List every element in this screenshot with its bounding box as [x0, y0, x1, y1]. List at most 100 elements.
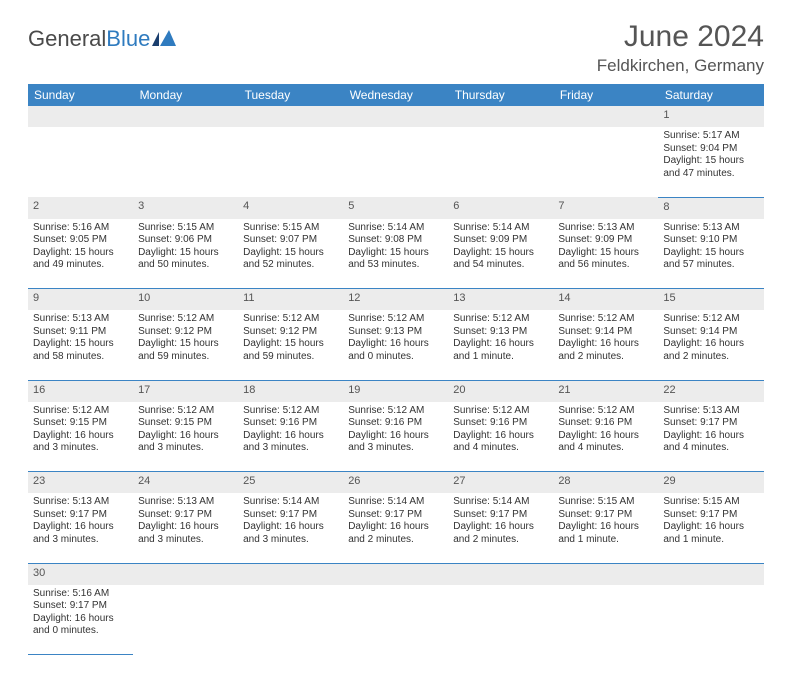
- cell-line: Daylight: 15 hours: [453, 247, 548, 260]
- day-cell: Sunrise: 5:13 AMSunset: 9:09 PMDaylight:…: [553, 219, 658, 289]
- day-cell: Sunrise: 5:12 AMSunset: 9:14 PMDaylight:…: [658, 310, 763, 380]
- cell-line: Sunset: 9:04 PM: [663, 143, 758, 156]
- day-cell: Sunrise: 5:16 AMSunset: 9:05 PMDaylight:…: [28, 219, 133, 289]
- calendar-page: GeneralBlue June 2024 Feldkirchen, Germa…: [0, 0, 792, 675]
- cell-line: and 59 minutes.: [138, 351, 233, 364]
- cell-line: Daylight: 15 hours: [663, 155, 758, 168]
- day-number: 11: [238, 289, 343, 311]
- day-number: [448, 106, 553, 127]
- cell-line: Daylight: 16 hours: [243, 521, 338, 534]
- day-number: 19: [343, 380, 448, 402]
- cell-line: and 52 minutes.: [243, 259, 338, 272]
- cell-line: and 57 minutes.: [663, 259, 758, 272]
- cell-line: Daylight: 16 hours: [348, 338, 443, 351]
- day-cell: Sunrise: 5:12 AMSunset: 9:12 PMDaylight:…: [238, 310, 343, 380]
- cell-line: Daylight: 16 hours: [348, 521, 443, 534]
- cell-line: Sunrise: 5:12 AM: [348, 313, 443, 326]
- day-number: 21: [553, 380, 658, 402]
- cell-line: Sunrise: 5:15 AM: [138, 222, 233, 235]
- day-header: Friday: [553, 84, 658, 106]
- cell-line: Sunset: 9:15 PM: [33, 417, 128, 430]
- day-cell: Sunrise: 5:12 AMSunset: 9:16 PMDaylight:…: [448, 402, 553, 472]
- cell-line: Sunset: 9:16 PM: [558, 417, 653, 430]
- cell-line: Daylight: 16 hours: [663, 338, 758, 351]
- cell-line: and 54 minutes.: [453, 259, 548, 272]
- cell-line: Sunset: 9:17 PM: [453, 509, 548, 522]
- day-number: 14: [553, 289, 658, 311]
- day-cell: Sunrise: 5:16 AMSunset: 9:17 PMDaylight:…: [28, 585, 133, 655]
- cell-line: and 2 minutes.: [348, 534, 443, 547]
- cell-line: Sunset: 9:16 PM: [453, 417, 548, 430]
- cell-line: Sunset: 9:05 PM: [33, 234, 128, 247]
- cell-line: Daylight: 16 hours: [138, 430, 233, 443]
- cell-line: Sunset: 9:09 PM: [453, 234, 548, 247]
- cell-line: Sunset: 9:17 PM: [558, 509, 653, 522]
- day-number: 23: [28, 472, 133, 494]
- daynum-row: 1: [28, 106, 764, 127]
- day-cell: [553, 585, 658, 655]
- cell-line: Sunrise: 5:12 AM: [558, 313, 653, 326]
- cell-line: Daylight: 16 hours: [558, 338, 653, 351]
- day-cell: [448, 585, 553, 655]
- cell-line: Sunrise: 5:16 AM: [33, 222, 128, 235]
- cell-line: and 2 minutes.: [453, 534, 548, 547]
- cell-line: and 3 minutes.: [33, 534, 128, 547]
- cell-line: Daylight: 16 hours: [558, 521, 653, 534]
- day-number: 24: [133, 472, 238, 494]
- day-cell: Sunrise: 5:12 AMSunset: 9:16 PMDaylight:…: [553, 402, 658, 472]
- day-number: 15: [658, 289, 763, 311]
- day-header: Saturday: [658, 84, 763, 106]
- week-row: Sunrise: 5:16 AMSunset: 9:17 PMDaylight:…: [28, 585, 764, 655]
- cell-line: and 49 minutes.: [33, 259, 128, 272]
- brand-part1: General: [28, 26, 106, 52]
- day-number: [343, 106, 448, 127]
- cell-line: Daylight: 15 hours: [348, 247, 443, 260]
- day-cell: Sunrise: 5:12 AMSunset: 9:15 PMDaylight:…: [133, 402, 238, 472]
- day-cell: Sunrise: 5:14 AMSunset: 9:17 PMDaylight:…: [238, 493, 343, 563]
- cell-line: Sunrise: 5:13 AM: [33, 313, 128, 326]
- cell-line: Daylight: 15 hours: [33, 338, 128, 351]
- day-number: [238, 106, 343, 127]
- day-cell: Sunrise: 5:17 AMSunset: 9:04 PMDaylight:…: [658, 127, 763, 197]
- day-header: Monday: [133, 84, 238, 106]
- cell-line: Sunrise: 5:13 AM: [138, 496, 233, 509]
- day-cell: Sunrise: 5:14 AMSunset: 9:09 PMDaylight:…: [448, 219, 553, 289]
- day-cell: [553, 127, 658, 197]
- day-number: 27: [448, 472, 553, 494]
- week-row: Sunrise: 5:13 AMSunset: 9:11 PMDaylight:…: [28, 310, 764, 380]
- day-cell: Sunrise: 5:13 AMSunset: 9:10 PMDaylight:…: [658, 219, 763, 289]
- day-number: 16: [28, 380, 133, 402]
- day-cell: [343, 585, 448, 655]
- day-cell: [133, 127, 238, 197]
- cell-line: Daylight: 16 hours: [33, 430, 128, 443]
- cell-line: Daylight: 16 hours: [243, 430, 338, 443]
- cell-line: Sunset: 9:10 PM: [663, 234, 758, 247]
- daynum-row: 16171819202122: [28, 380, 764, 402]
- day-number: 8: [658, 197, 763, 219]
- cell-line: and 1 minute.: [558, 534, 653, 547]
- cell-line: Sunset: 9:13 PM: [348, 326, 443, 339]
- calendar-body: 1Sunrise: 5:17 AMSunset: 9:04 PMDaylight…: [28, 106, 764, 655]
- week-row: Sunrise: 5:16 AMSunset: 9:05 PM Daylight:…: [28, 219, 764, 289]
- cell-line: Daylight: 16 hours: [663, 430, 758, 443]
- day-number: [658, 563, 763, 585]
- cell-line: and 4 minutes.: [558, 442, 653, 455]
- calendar-head: SundayMondayTuesdayWednesdayThursdayFrid…: [28, 84, 764, 106]
- cell-line: Sunset: 9:17 PM: [348, 509, 443, 522]
- daynum-row: 30: [28, 563, 764, 585]
- cell-line: and 2 minutes.: [558, 351, 653, 364]
- cell-line: Sunrise: 5:13 AM: [663, 222, 758, 235]
- cell-line: and 3 minutes.: [243, 442, 338, 455]
- cell-line: Daylight: 16 hours: [453, 338, 548, 351]
- day-cell: [658, 585, 763, 655]
- day-number: 6: [448, 197, 553, 219]
- cell-line: Daylight: 16 hours: [33, 521, 128, 534]
- day-cell: Sunrise: 5:12 AMSunset: 9:16 PMDaylight:…: [238, 402, 343, 472]
- cell-line: and 3 minutes.: [243, 534, 338, 547]
- cell-line: and 50 minutes.: [138, 259, 233, 272]
- day-cell: Sunrise: 5:12 AMSunset: 9:16 PMDaylight:…: [343, 402, 448, 472]
- cell-line: Sunset: 9:06 PM: [138, 234, 233, 247]
- brand-part2: Blue: [106, 26, 150, 52]
- day-cell: Sunrise: 5:13 AMSunset: 9:17 PMDaylight:…: [133, 493, 238, 563]
- cell-line: Sunrise: 5:12 AM: [138, 405, 233, 418]
